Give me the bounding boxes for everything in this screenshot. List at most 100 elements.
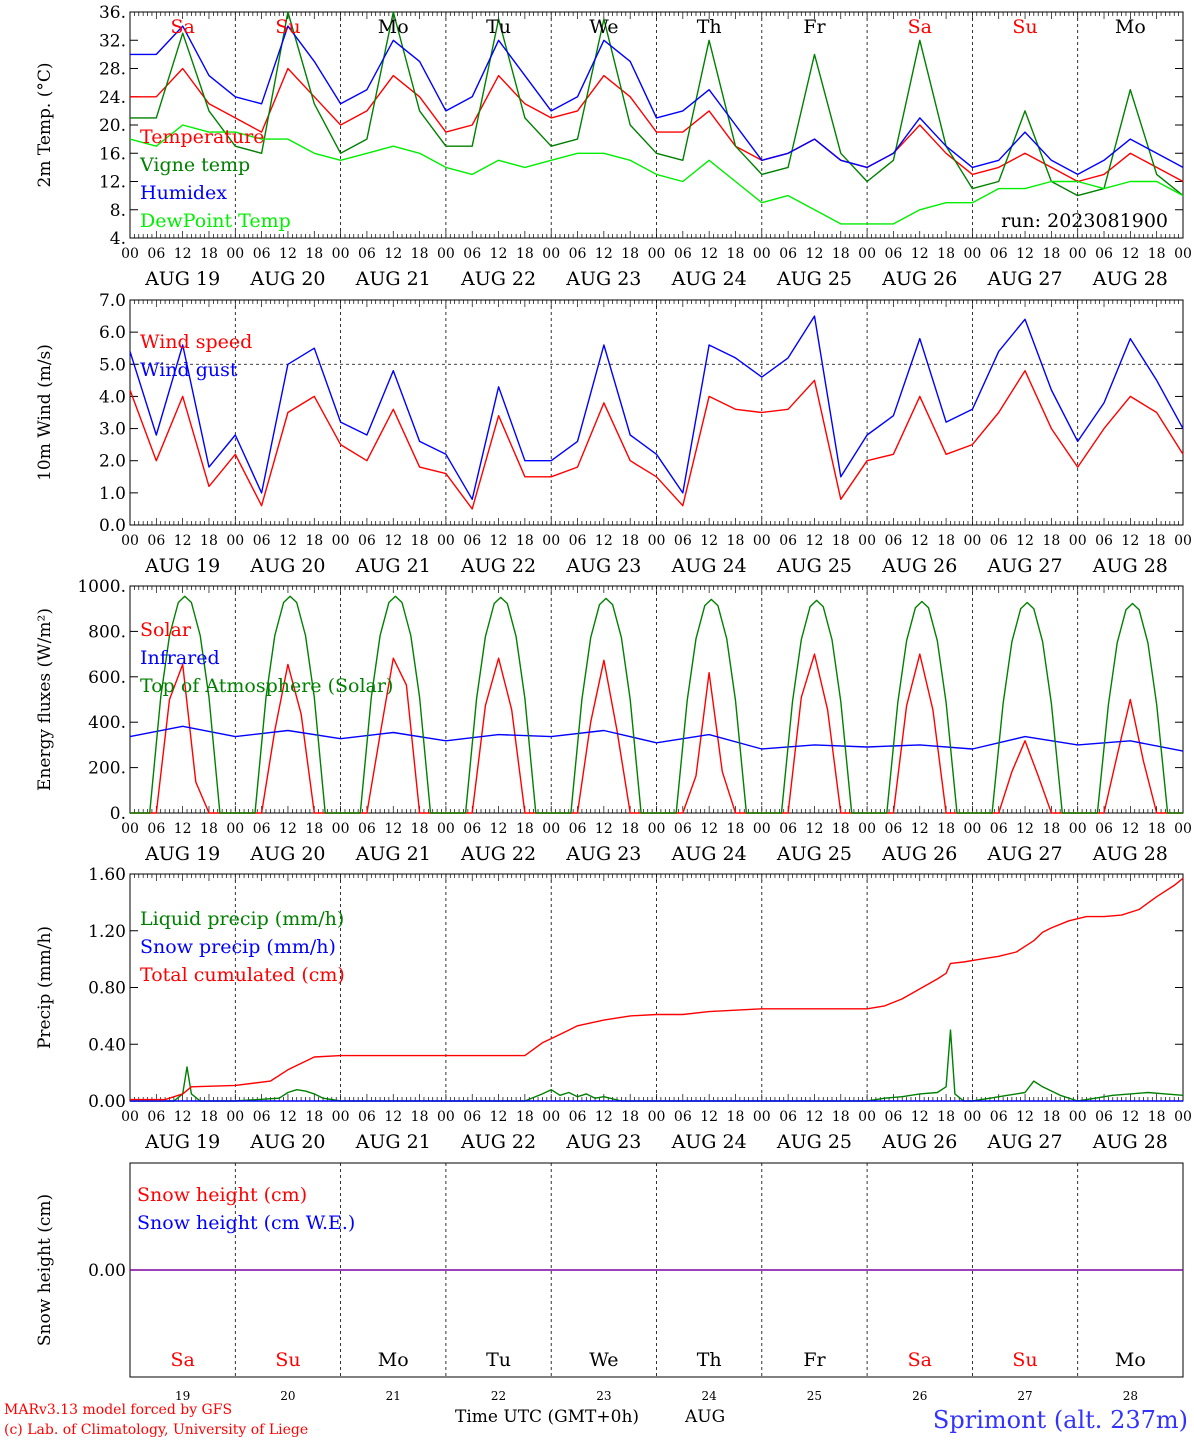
weekday-label-bottom: Th: [697, 1349, 722, 1371]
hour-tick-label: 00: [963, 1109, 981, 1125]
hour-tick-label: 00: [332, 246, 350, 262]
hour-tick-label: 06: [1095, 821, 1113, 837]
legend-entry: Snow height (cm): [137, 1184, 307, 1206]
date-label: AUG 22: [460, 555, 536, 577]
y-tick-label: 6.0: [99, 323, 126, 343]
hour-tick-label: 12: [911, 821, 929, 837]
y-tick-label: 4.0: [99, 387, 126, 407]
weekday-label-top: Sa: [908, 16, 932, 38]
weekday-label-top: Su: [1012, 16, 1037, 38]
hour-tick-label: 00: [753, 821, 771, 837]
day-number-label: 26: [912, 1389, 927, 1403]
date-label: AUG 25: [776, 1131, 852, 1153]
weekday-label-bottom: Tu: [486, 1349, 511, 1371]
hour-tick-label: 12: [911, 246, 929, 262]
hour-tick-label: 12: [174, 246, 192, 262]
hour-tick-label: 18: [1148, 533, 1166, 549]
date-label: AUG 26: [881, 843, 957, 865]
date-label: AUG 26: [881, 1131, 957, 1153]
hour-tick-label: 18: [200, 246, 218, 262]
hour-tick-label: 06: [1095, 1109, 1113, 1125]
y-tick-label: 32.: [99, 31, 126, 51]
date-label: AUG 20: [249, 555, 325, 577]
date-label: AUG 21: [355, 1131, 431, 1153]
hour-tick-label: 00: [542, 821, 560, 837]
hour-tick-label: 00: [1174, 1109, 1192, 1125]
date-label: AUG 26: [881, 555, 957, 577]
hour-tick-label: 12: [279, 246, 297, 262]
hour-tick-label: 18: [305, 821, 323, 837]
day-number-label: 27: [1017, 1389, 1032, 1403]
hour-tick-label: 18: [200, 821, 218, 837]
day-number-label: 28: [1123, 1389, 1138, 1403]
day-number-label: 24: [702, 1389, 718, 1403]
hour-tick-label: 18: [1148, 821, 1166, 837]
hour-tick-label: 06: [147, 1109, 165, 1125]
credit-line-2: (c) Lab. of Climatology, University of L…: [4, 1422, 308, 1438]
hour-tick-label: 12: [806, 1109, 824, 1125]
y-tick-label: 16.: [99, 144, 126, 164]
date-label: AUG 24: [671, 1131, 747, 1153]
hour-tick-label: 18: [937, 533, 955, 549]
day-number-label: 19: [175, 1389, 190, 1403]
date-label: AUG 20: [249, 843, 325, 865]
hour-tick-label: 12: [700, 821, 718, 837]
day-number-label: 23: [596, 1389, 611, 1403]
day-number-label: 20: [280, 1389, 295, 1403]
hour-tick-label: 06: [358, 246, 376, 262]
hour-tick-label: 18: [832, 533, 850, 549]
hour-tick-label: 18: [1042, 821, 1060, 837]
hour-tick-label: 12: [1121, 821, 1139, 837]
hour-tick-label: 00: [1069, 246, 1087, 262]
hour-tick-label: 06: [990, 1109, 1008, 1125]
hour-tick-label: 12: [279, 533, 297, 549]
date-label: AUG 19: [144, 1131, 220, 1153]
weekday-label-bottom: Sa: [908, 1349, 932, 1371]
hour-tick-label: 12: [595, 821, 613, 837]
hour-tick-label: 12: [1121, 1109, 1139, 1125]
date-label: AUG 23: [565, 268, 641, 290]
hour-tick-label: 06: [569, 1109, 587, 1125]
legend-entry: Liquid precip (mm/h): [140, 908, 344, 930]
y-tick-label: 400.: [88, 713, 126, 733]
weekday-label-top: Mo: [1115, 16, 1146, 38]
date-label: AUG 28: [1092, 555, 1168, 577]
date-label: AUG 25: [776, 268, 852, 290]
legend-entry: Infrared: [140, 647, 220, 669]
hour-tick-label: 00: [1174, 246, 1192, 262]
hour-tick-label: 12: [490, 246, 508, 262]
date-label: AUG 27: [986, 268, 1062, 290]
hour-tick-label: 06: [463, 821, 481, 837]
hour-tick-label: 00: [437, 533, 455, 549]
hour-tick-label: 00: [1069, 533, 1087, 549]
hour-tick-label: 00: [1174, 821, 1192, 837]
hour-tick-label: 18: [516, 246, 534, 262]
date-label: AUG 19: [144, 843, 220, 865]
date-label: AUG 28: [1092, 268, 1168, 290]
date-label: AUG 25: [776, 555, 852, 577]
date-label: AUG 22: [460, 1131, 536, 1153]
hour-tick-label: 06: [674, 821, 692, 837]
hour-tick-label: 00: [753, 1109, 771, 1125]
hour-tick-label: 12: [595, 1109, 613, 1125]
legend-entry: Humidex: [140, 182, 227, 204]
hour-tick-label: 00: [542, 533, 560, 549]
hour-tick-label: 18: [621, 1109, 639, 1125]
hour-tick-label: 12: [384, 533, 402, 549]
weekday-label-top: Mo: [378, 16, 409, 38]
weekday-label-bottom: Su: [1012, 1349, 1037, 1371]
day-number-label: 25: [807, 1389, 822, 1403]
y-tick-label: 8.: [110, 201, 126, 221]
y-tick-label: 20.: [99, 116, 126, 136]
hour-tick-label: 18: [832, 246, 850, 262]
legend-entry: Temperature: [140, 126, 264, 148]
y-axis-label: 2m Temp. (°C): [35, 62, 55, 187]
hour-tick-label: 12: [806, 533, 824, 549]
hour-tick-label: 12: [384, 1109, 402, 1125]
legend-entry: Solar: [140, 619, 192, 641]
hour-tick-label: 06: [147, 821, 165, 837]
y-axis-label: Precip (mm/h): [35, 926, 55, 1049]
hour-tick-label: 12: [384, 246, 402, 262]
hour-tick-label: 00: [542, 246, 560, 262]
date-label: AUG 27: [986, 555, 1062, 577]
